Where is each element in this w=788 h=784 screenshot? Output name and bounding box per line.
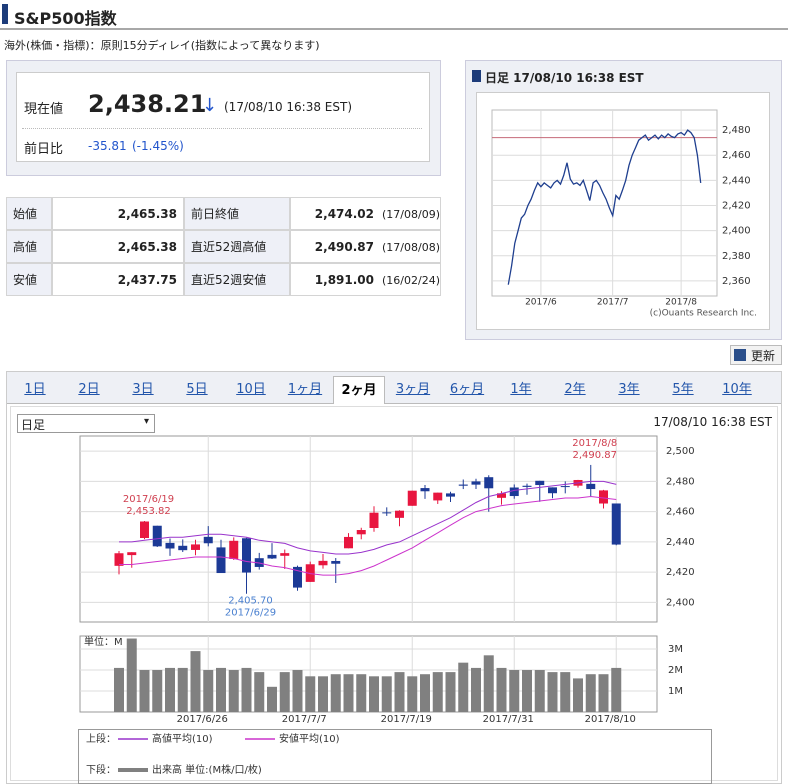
- period-tab[interactable]: 3ヶ月: [395, 382, 431, 397]
- title-mark: [2, 4, 8, 24]
- stats-cell: 高値: [6, 230, 52, 263]
- period-tab[interactable]: 1年: [510, 382, 532, 397]
- stats-cell: 2,465.38: [52, 230, 184, 263]
- stats-cell: (17/08/09): [380, 197, 441, 230]
- period-tab[interactable]: 2ヶ月: [333, 376, 385, 404]
- tab-bar: [7, 372, 781, 404]
- period-tab[interactable]: 3日: [132, 382, 154, 397]
- stats-cell: 安値: [6, 263, 52, 296]
- mini-chart-icon: [472, 70, 481, 82]
- period-tab[interactable]: 5年: [672, 382, 694, 397]
- period-tab[interactable]: 1日: [24, 382, 46, 397]
- period-select[interactable]: [17, 414, 155, 433]
- price: 2,438.21: [88, 90, 207, 118]
- period-select-value[interactable]: 日足: [21, 418, 46, 432]
- stats-cell: 2,437.75: [52, 263, 184, 296]
- mini-chart-title: 日足 17/08/10 16:38 EST: [485, 71, 644, 85]
- price-arrow: ↓: [202, 95, 218, 116]
- title-rule: [0, 28, 788, 30]
- stats-cell: 2,490.87: [290, 230, 380, 263]
- chart-inner: [10, 406, 778, 781]
- legend-box: [78, 729, 712, 784]
- period-tab[interactable]: 10日: [236, 382, 266, 397]
- stats-cell: 直近52週高値: [184, 230, 290, 263]
- page-title: S&P500指数: [14, 9, 117, 28]
- quote-box: [16, 72, 430, 162]
- stats-cell: 直近52週安値: [184, 263, 290, 296]
- price-time: (17/08/10 16:38 EST): [224, 100, 352, 114]
- period-tab[interactable]: 10年: [722, 382, 752, 397]
- change-label: 前日比: [24, 142, 64, 157]
- stats-cell: 2,474.02: [290, 197, 380, 230]
- change: -35.81: [88, 139, 127, 153]
- stats-cell: 始値: [6, 197, 52, 230]
- price-label: 現在値: [24, 102, 64, 117]
- quote-rule: [22, 128, 422, 129]
- stats-cell: 2,465.38: [52, 197, 184, 230]
- note: 海外(株価・指標)：原則15分ディレイ(指数によって異なります): [4, 39, 320, 52]
- period-tab[interactable]: 3年: [618, 382, 640, 397]
- select-caret: ▾: [144, 416, 150, 427]
- stats-cell: 前日終値: [184, 197, 290, 230]
- refresh-label[interactable]: 更新: [751, 349, 776, 363]
- period-tab[interactable]: 2年: [564, 382, 586, 397]
- mini-chart-frame: [476, 92, 770, 330]
- period-tab[interactable]: 6ヶ月: [449, 382, 485, 397]
- period-tab[interactable]: 1ヶ月: [287, 382, 323, 397]
- period-tab[interactable]: 2日: [78, 382, 100, 397]
- stats-cell: (16/02/24): [380, 263, 441, 296]
- period-tab[interactable]: 5日: [186, 382, 208, 397]
- stats-cell: 1,891.00: [290, 263, 380, 296]
- chart-timestamp: 17/08/10 16:38 EST: [653, 415, 772, 429]
- refresh-icon: [734, 349, 746, 361]
- change-pct: (-1.45%): [132, 139, 184, 153]
- stats-cell: (17/08/08): [380, 230, 441, 263]
